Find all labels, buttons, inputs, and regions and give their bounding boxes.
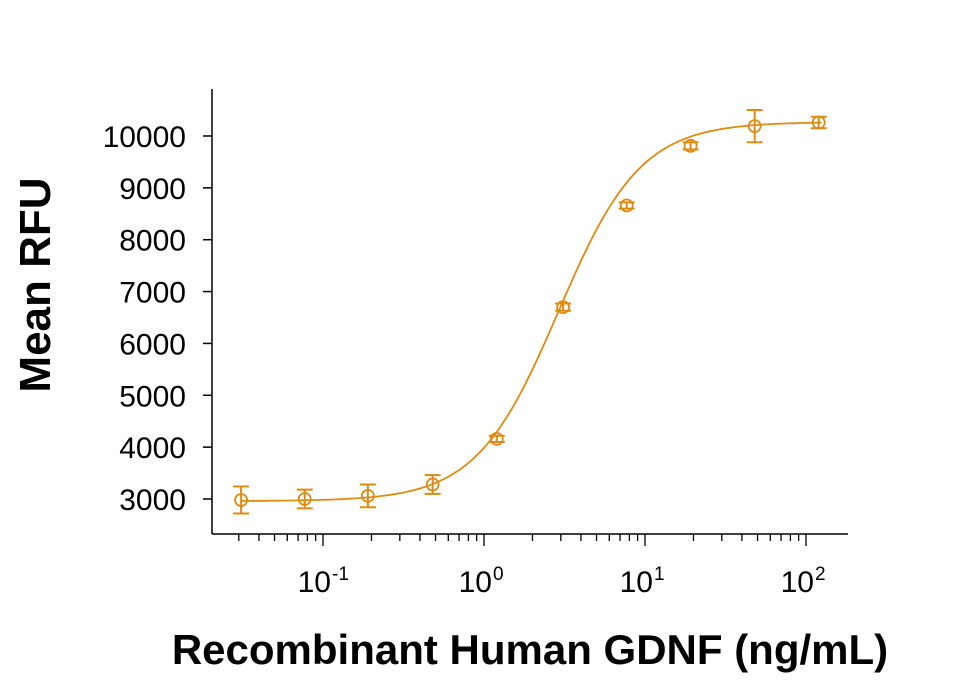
x-tick-label: 102: [781, 564, 826, 599]
circle-marker-icon: [489, 431, 504, 446]
data-point: [555, 300, 572, 315]
data-point: [746, 109, 763, 144]
data-point: [424, 474, 441, 495]
data-point: [682, 138, 699, 153]
x-tick-exponent: 0: [493, 564, 504, 585]
x-tick-label: 100: [459, 564, 504, 599]
x-tick-exponent: -1: [332, 564, 349, 585]
y-tick-label: 5000: [119, 380, 186, 413]
x-axis-ticks: 10-1 100 101 102: [238, 534, 826, 599]
y-tick-label: 3000: [119, 484, 186, 517]
circle-marker-icon: [297, 492, 312, 506]
circle-marker-icon: [556, 300, 571, 315]
axes: [211, 89, 848, 535]
y-tick-label: 8000: [119, 225, 186, 258]
circle-marker-icon: [360, 488, 375, 503]
circle-marker-icon: [747, 119, 762, 134]
circle-marker-icon: [619, 198, 634, 213]
data-point: [233, 485, 250, 515]
y-tick-label: 9000: [119, 173, 186, 206]
data-points: [233, 109, 827, 515]
y-tick-label: 7000: [119, 277, 186, 310]
data-point: [296, 488, 313, 510]
circle-marker-icon: [425, 477, 440, 492]
x-axis-label: Recombinant Human GDNF (ng/mL): [172, 626, 888, 673]
data-point: [359, 483, 376, 509]
y-tick-label: 6000: [119, 328, 186, 361]
x-tick-label: 101: [620, 564, 665, 599]
x-tick-label: 10-1: [298, 564, 349, 599]
circle-marker-icon: [811, 115, 826, 130]
y-axis-label: Mean RFU: [11, 177, 60, 392]
data-point: [618, 198, 635, 213]
x-tick-exponent: 2: [815, 564, 826, 585]
x-tick-exponent: 1: [654, 564, 665, 585]
y-axis-ticks: 3000 4000 5000 6000 7000 8000 9000 10000: [103, 121, 212, 517]
data-point: [488, 431, 505, 446]
data-point: [810, 115, 827, 130]
fit-curve: [241, 121, 822, 502]
circle-marker-icon: [234, 493, 249, 507]
y-tick-label: 10000: [103, 121, 186, 154]
circle-marker-icon: [683, 138, 698, 153]
y-tick-label: 4000: [119, 432, 186, 465]
